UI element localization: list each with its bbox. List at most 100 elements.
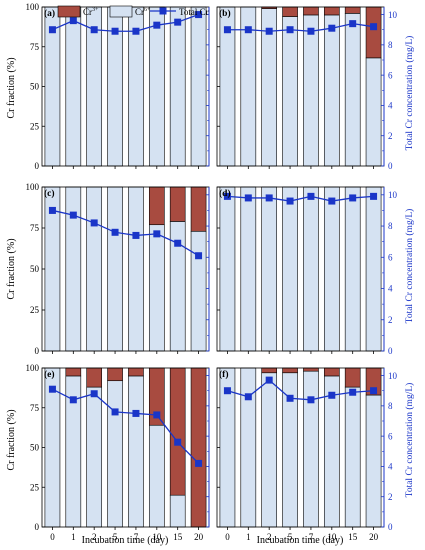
legend-swatch-cr6 [109, 5, 133, 18]
left-tick-label: 100 [26, 2, 40, 12]
left-tick-label: 75 [30, 223, 40, 233]
bar-cr6 [303, 370, 319, 528]
point-total-cr [174, 438, 182, 446]
x-tick-label: 5 [288, 532, 293, 542]
bar-cr6 [344, 186, 361, 352]
right-axis-title-1: Total Cr concentration (mg/L) [404, 36, 415, 151]
bar-cr6 [282, 186, 298, 352]
bar-cr6 [323, 14, 340, 167]
legend-label-cr6: Cr6+ [135, 7, 151, 17]
point-total-cr [174, 18, 182, 26]
bar-cr6 [148, 424, 165, 528]
x-tick-label: 15 [348, 532, 358, 542]
point-total-cr [328, 24, 336, 32]
x-tick-label: 1 [246, 532, 251, 542]
x-axis-title-left: Incubation time (day) [82, 535, 169, 546]
legend-label-total: Total Cr [179, 7, 209, 17]
right-tick-label: 4 [388, 101, 393, 111]
point-total-cr [286, 394, 294, 402]
panel-label: (a) [44, 8, 55, 19]
bar-cr3 [190, 186, 207, 232]
left-axis-title-2: Cr fraction (%) [6, 238, 17, 299]
panel-d: 0 2 4 6 8 10 (d) [216, 186, 398, 356]
bar-cr6 [128, 186, 144, 352]
panel-c: 0 25 50 75 100 (c) [26, 182, 210, 356]
bar-cr3 [365, 6, 382, 59]
point-total-cr [223, 26, 231, 34]
point-total-cr [307, 396, 315, 404]
point-total-cr [370, 23, 378, 31]
left-tick-label: 50 [30, 82, 40, 92]
bar-cr3 [323, 367, 340, 377]
point-total-cr [69, 211, 77, 219]
x-tick-label: 1 [71, 532, 76, 542]
bar-cr6 [190, 6, 207, 167]
point-total-cr [153, 230, 161, 238]
x-tick-label: 0 [225, 532, 230, 542]
left-tick-label: 50 [30, 443, 40, 453]
left-tick-label: 25 [30, 121, 40, 131]
x-tick-label: 20 [369, 532, 379, 542]
bar-cr3 [282, 367, 298, 374]
right-tick-label: 10 [388, 371, 398, 381]
bar-cr6 [344, 13, 361, 167]
bar-cr3 [344, 6, 361, 14]
x-tick-label: 2 [267, 532, 272, 542]
bar-cr6 [86, 386, 103, 528]
bar-cr6 [365, 57, 382, 167]
point-total-cr [153, 21, 161, 29]
bar-cr6 [303, 186, 319, 352]
point-total-cr [286, 197, 294, 205]
point-total-cr [244, 194, 252, 202]
right-axis-title-3: Total Cr concentration (mg/L) [404, 383, 415, 498]
point-total-cr [48, 206, 56, 214]
left-tick-label: 0 [35, 346, 40, 356]
bar-cr6 [190, 230, 207, 352]
bar-cr6 [169, 494, 186, 528]
bar-cr3 [282, 6, 298, 17]
bar-cr6 [107, 380, 123, 528]
point-total-cr [244, 393, 252, 401]
point-total-cr [349, 388, 357, 396]
bar-cr6 [107, 186, 123, 352]
bar-cr3 [65, 367, 82, 377]
point-total-cr [90, 219, 98, 227]
panel-label: (c) [44, 188, 55, 199]
left-tick-label: 0 [35, 161, 40, 171]
x-axis-title-right: Incubation time (day) [257, 535, 344, 546]
bar-cr3 [86, 367, 103, 388]
point-total-cr [307, 27, 315, 35]
x-tick-label: 7 [309, 532, 314, 542]
point-total-cr [48, 385, 56, 393]
point-total-cr [223, 192, 231, 200]
right-tick-label: 8 [388, 401, 393, 411]
right-tick-label: 10 [388, 190, 398, 200]
bar-cr3 [261, 367, 278, 374]
point-total-cr [132, 409, 140, 417]
bar-cr6 [86, 186, 103, 352]
bar-cr6 [148, 6, 165, 167]
bar-cr3 [169, 186, 186, 222]
right-tick-label: 6 [388, 252, 393, 262]
bar-cr6 [323, 186, 340, 352]
right-tick-label: 2 [388, 315, 393, 325]
bar-cr6 [65, 6, 82, 167]
point-total-cr [153, 411, 161, 419]
left-tick-label: 75 [30, 42, 40, 52]
bar-cr6 [303, 14, 319, 167]
bar-cr3 [148, 186, 165, 226]
x-tick-label: 2 [92, 532, 97, 542]
point-total-cr [132, 231, 140, 239]
right-tick-label: 4 [388, 462, 393, 472]
point-total-cr [69, 396, 77, 404]
bar-cr6 [344, 386, 361, 528]
point-total-cr [265, 194, 273, 202]
right-tick-label: 6 [388, 431, 393, 441]
point-total-cr [349, 194, 357, 202]
right-tick-label: 2 [388, 131, 393, 141]
left-tick-label: 100 [26, 363, 40, 373]
x-tick-label: 7 [134, 532, 139, 542]
bar-cr6 [282, 16, 298, 167]
